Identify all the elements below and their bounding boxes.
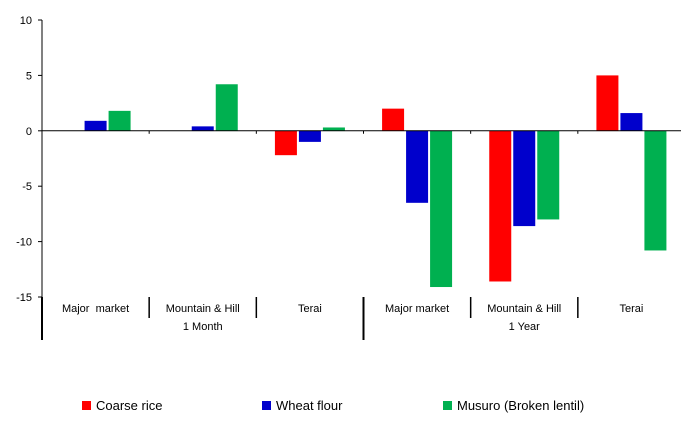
bar-coarse-rice-3 (382, 108, 405, 131)
y-tick-label-0: -15 (16, 292, 32, 304)
y-tick-label-3: 0 (26, 126, 32, 138)
category-label-5: Terai (619, 303, 643, 315)
legend-label-coarse-rice: Coarse rice (96, 398, 163, 413)
legend-label-wheat-flour: Wheat flour (276, 398, 343, 413)
y-tick-label-5: 10 (20, 15, 32, 27)
bar-musuro-broken-lentil-1 (215, 84, 238, 131)
bar-musuro-broken-lentil-3 (430, 130, 453, 288)
bar-coarse-rice-5 (596, 75, 619, 131)
legend-label-musuro: Musuro (Broken lentil) (457, 398, 585, 413)
bar-musuro-broken-lentil-2 (322, 127, 345, 131)
y-tick-label-1: -10 (16, 237, 32, 249)
category-label-1: Mountain & Hill (166, 303, 240, 315)
legend-swatch-coarse-rice (82, 401, 91, 410)
legend-swatch-musuro (443, 401, 452, 410)
group-label-0: 1 Month (183, 321, 223, 333)
bar-wheat-flour-2 (298, 130, 321, 142)
legend-swatch-wheat-flour (262, 401, 271, 410)
bar-wheat-flour-3 (406, 130, 429, 203)
bar-coarse-rice-2 (274, 130, 297, 156)
legend-item-coarse-rice: Coarse rice (82, 398, 162, 413)
group-label-1: 1 Year (509, 321, 541, 333)
legend-item-wheat-flour: Wheat flour (262, 398, 342, 413)
bar-wheat-flour-4 (513, 130, 536, 227)
bar-wheat-flour-0 (84, 120, 107, 131)
category-label-0: Major market (62, 303, 129, 315)
bar-musuro-broken-lentil-5 (644, 130, 667, 251)
legend-item-musuro: Musuro (Broken lentil) (443, 398, 584, 413)
bar-wheat-flour-5 (620, 113, 643, 131)
bar-musuro-broken-lentil-4 (537, 130, 560, 220)
bar-wheat-flour-1 (191, 126, 214, 131)
bar-musuro-broken-lentil-0 (108, 110, 131, 131)
y-tick-label-2: -5 (22, 181, 32, 193)
legend: Coarse rice Wheat flour Musuro (Broken l… (0, 398, 681, 416)
bar-coarse-rice-4 (489, 130, 512, 282)
category-label-4: Mountain & Hill (487, 303, 561, 315)
y-tick-label-4: 5 (26, 70, 32, 82)
category-label-2: Terai (298, 303, 322, 315)
category-label-3: Major market (385, 303, 449, 315)
